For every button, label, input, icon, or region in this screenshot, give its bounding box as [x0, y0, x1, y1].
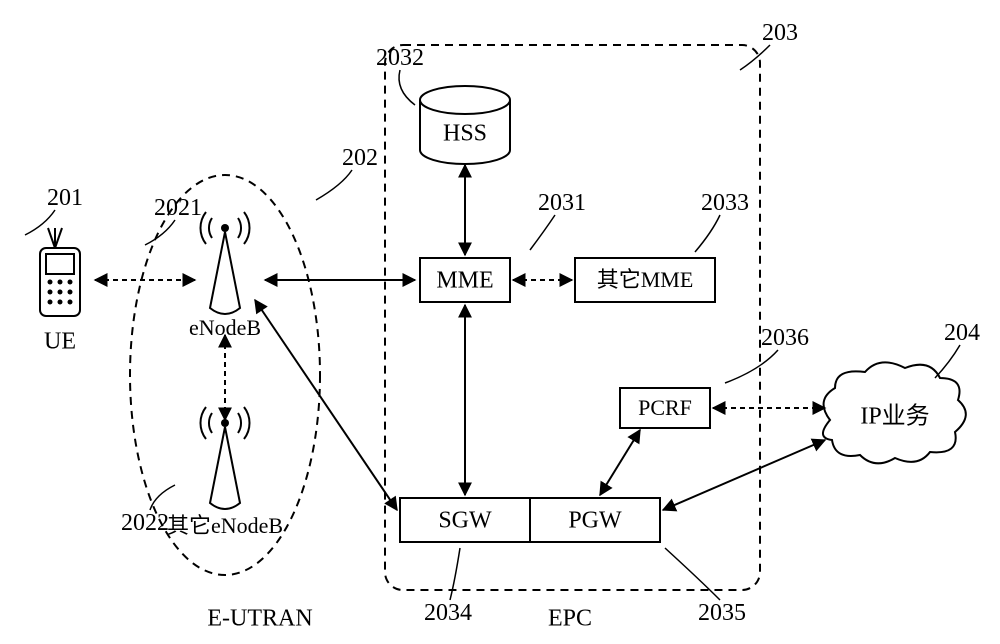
enodeb2-icon	[200, 407, 249, 509]
leader-2036	[725, 350, 778, 383]
leader-2034	[450, 548, 460, 600]
mme-label: MME	[436, 268, 493, 294]
enodeb2-label: 其它eNodeB	[167, 513, 283, 538]
ref-2022: 2022	[121, 510, 169, 536]
ue-icon	[40, 228, 80, 316]
pgw-label: PGW	[568, 508, 622, 534]
enodeb-icon	[200, 212, 249, 314]
ref-2021: 2021	[154, 195, 202, 221]
ref-2035: 2035	[698, 600, 746, 626]
ref-2034: 2034	[424, 600, 472, 626]
ref-202: 202	[342, 145, 378, 171]
ref-204: 204	[944, 320, 980, 346]
leader-202	[316, 170, 352, 200]
leader-2032	[399, 70, 415, 105]
ref-2033: 2033	[701, 190, 749, 216]
epc-label: EPC	[548, 606, 592, 632]
ip-label: IP业务	[860, 403, 929, 430]
leader-2031	[530, 215, 555, 250]
ref-2032: 2032	[376, 45, 424, 71]
ref-203: 203	[762, 20, 798, 46]
leader-203	[740, 45, 770, 70]
leader-2021	[145, 220, 175, 245]
hss-label: HSS	[443, 121, 487, 147]
sgw-label: SGW	[438, 508, 492, 534]
edge-pgw-ip	[663, 440, 825, 510]
ref-201: 201	[47, 185, 83, 211]
leader-201	[25, 210, 55, 235]
leader-2033	[695, 215, 720, 252]
edge-enodeb-sgw	[255, 300, 397, 510]
leader-204	[935, 345, 960, 378]
leader-2035	[665, 548, 720, 600]
edge-pcrf-pgw	[600, 430, 640, 495]
ref-2031: 2031	[538, 190, 586, 216]
other-mme-label: 其它MME	[597, 267, 694, 292]
pcrf-label: PCRF	[638, 395, 692, 420]
ref-2036: 2036	[761, 325, 809, 351]
eutran-label: E-UTRAN	[207, 606, 312, 632]
ue-label: UE	[44, 329, 76, 355]
